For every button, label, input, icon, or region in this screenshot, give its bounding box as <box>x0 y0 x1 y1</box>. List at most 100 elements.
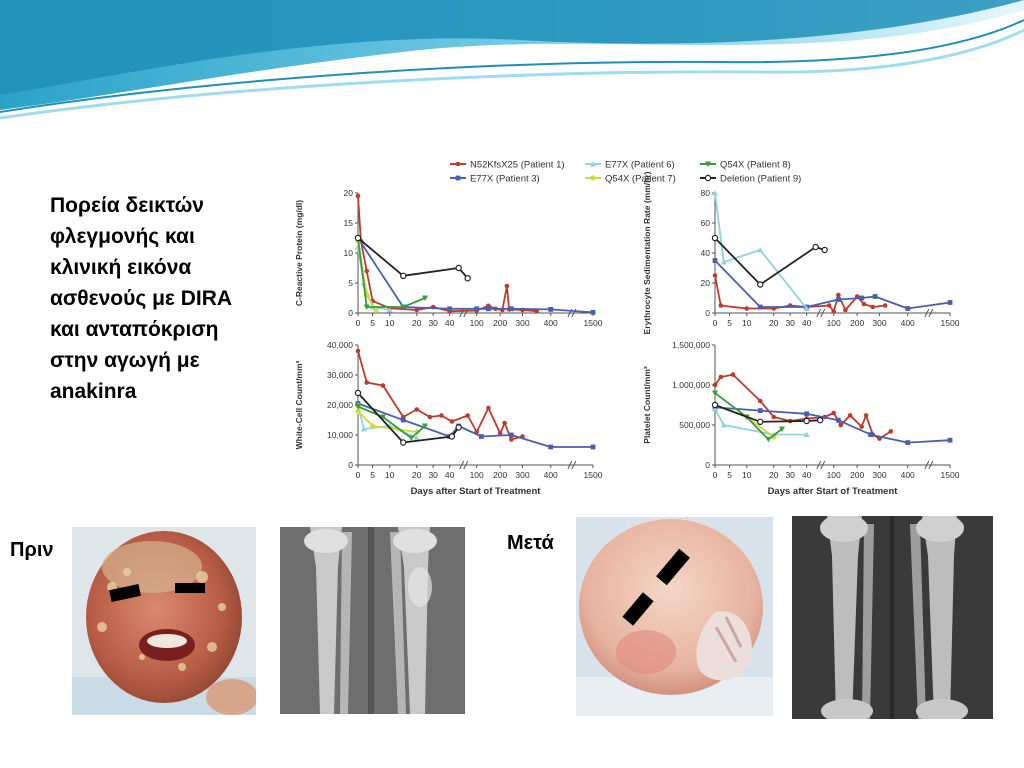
y-axis-label: Platelet Count/mm³ <box>642 366 652 444</box>
data-point <box>355 193 361 199</box>
before-label: Πριν <box>10 539 54 561</box>
series-line <box>357 195 537 313</box>
data-point <box>872 294 878 299</box>
data-point <box>711 401 719 409</box>
data-point <box>812 243 819 251</box>
data-point <box>770 434 777 440</box>
chart-legend: N52KfsX25 (Patient 1) E77X (Patient 3) E77… <box>450 160 801 185</box>
series-line <box>357 405 426 439</box>
title-line: κλινική εικόνα <box>50 256 192 279</box>
data-point <box>464 274 471 282</box>
data-point <box>803 305 810 311</box>
data-point <box>363 292 370 298</box>
legend-marker <box>704 174 712 182</box>
x-tick-label: 5 <box>370 470 375 480</box>
legend-marker <box>590 161 596 167</box>
data-point <box>379 414 386 420</box>
legend-label: N52KfsX25 (Patient 1) <box>470 160 565 171</box>
data-point <box>400 304 407 310</box>
data-point <box>364 380 370 385</box>
data-point <box>744 306 750 311</box>
data-point <box>449 419 455 424</box>
data-point <box>455 424 462 431</box>
data-point <box>712 382 718 388</box>
data-point <box>413 435 420 441</box>
data-point <box>757 418 764 425</box>
x-tick-label: 200 <box>493 470 507 480</box>
legend-label: Deletion (Patient 9) <box>720 174 801 185</box>
data-point <box>386 307 393 313</box>
data-point <box>882 303 888 308</box>
data-point <box>831 309 836 314</box>
data-point <box>835 417 841 423</box>
slide-header-banner <box>0 0 1024 120</box>
y-tick-label: 1,500,000 <box>672 340 710 350</box>
x-tick-label: 1500 <box>941 470 960 480</box>
x-tick-label: 20 <box>769 318 779 328</box>
legend-marker <box>705 161 711 167</box>
series-line <box>357 392 460 444</box>
axis-line <box>714 345 950 466</box>
data-point <box>455 264 462 272</box>
data-point <box>859 295 865 301</box>
data-point <box>414 407 420 412</box>
x-tick-label: 5 <box>727 318 732 328</box>
x-tick-label: 0 <box>713 470 718 480</box>
x-tick-label: 300 <box>872 470 886 480</box>
data-point <box>486 405 491 411</box>
y-tick-label: 20 <box>701 278 711 288</box>
data-point <box>355 348 361 354</box>
x-tick-label: 20 <box>412 470 422 480</box>
data-point <box>831 410 836 416</box>
x-tick-label: 300 <box>872 318 886 328</box>
y-tick-label: 40 <box>701 248 711 258</box>
series-line <box>714 192 808 310</box>
data-point <box>720 422 727 428</box>
y-tick-label: 10 <box>344 248 354 258</box>
data-point <box>712 190 718 196</box>
y-tick-label: 80 <box>701 188 711 198</box>
patient-photo-after <box>576 517 773 716</box>
data-point <box>413 429 420 435</box>
x-axis-label: Days after Start of Treatment <box>411 486 542 497</box>
data-point <box>771 414 777 420</box>
legend-label: E77X (Patient 3) <box>470 174 540 185</box>
data-point <box>821 246 828 254</box>
x-tick-label: 400 <box>901 318 915 328</box>
x-tick-label: 100 <box>470 470 484 480</box>
data-point <box>373 307 380 313</box>
x-tick-label: 100 <box>827 318 841 328</box>
x-tick-label: 30 <box>785 470 795 480</box>
x-axis-label: Days after Start of Treatment <box>768 486 899 497</box>
data-point <box>400 439 407 446</box>
data-point <box>486 306 491 312</box>
x-tick-label: 10 <box>385 470 395 480</box>
title-line: ασθενούς με DIRA <box>50 287 233 310</box>
title-line: Πορεία δεικτών <box>50 194 204 217</box>
data-point <box>757 398 763 404</box>
legend-marker <box>455 161 461 167</box>
y-axis-label: C-Reactive Protein (mg/dl) <box>294 200 304 306</box>
y-tick-label: 0 <box>705 460 710 470</box>
data-point <box>465 413 470 418</box>
data-point <box>590 310 596 315</box>
data-point <box>548 307 554 312</box>
data-point <box>718 374 724 380</box>
series-line <box>357 237 469 279</box>
title-line: φλεγμονής και <box>50 225 195 248</box>
x-tick-label: 200 <box>850 318 864 328</box>
data-point <box>400 417 406 423</box>
data-point <box>730 372 736 377</box>
data-point <box>509 437 514 442</box>
data-point <box>380 383 386 388</box>
data-point <box>757 304 763 310</box>
data-point <box>408 435 415 441</box>
data-point <box>508 432 514 438</box>
axis-break-mark <box>567 460 577 470</box>
y-tick-label: 20 <box>344 188 354 198</box>
y-tick-label: 0 <box>348 308 353 318</box>
data-point <box>816 417 824 424</box>
